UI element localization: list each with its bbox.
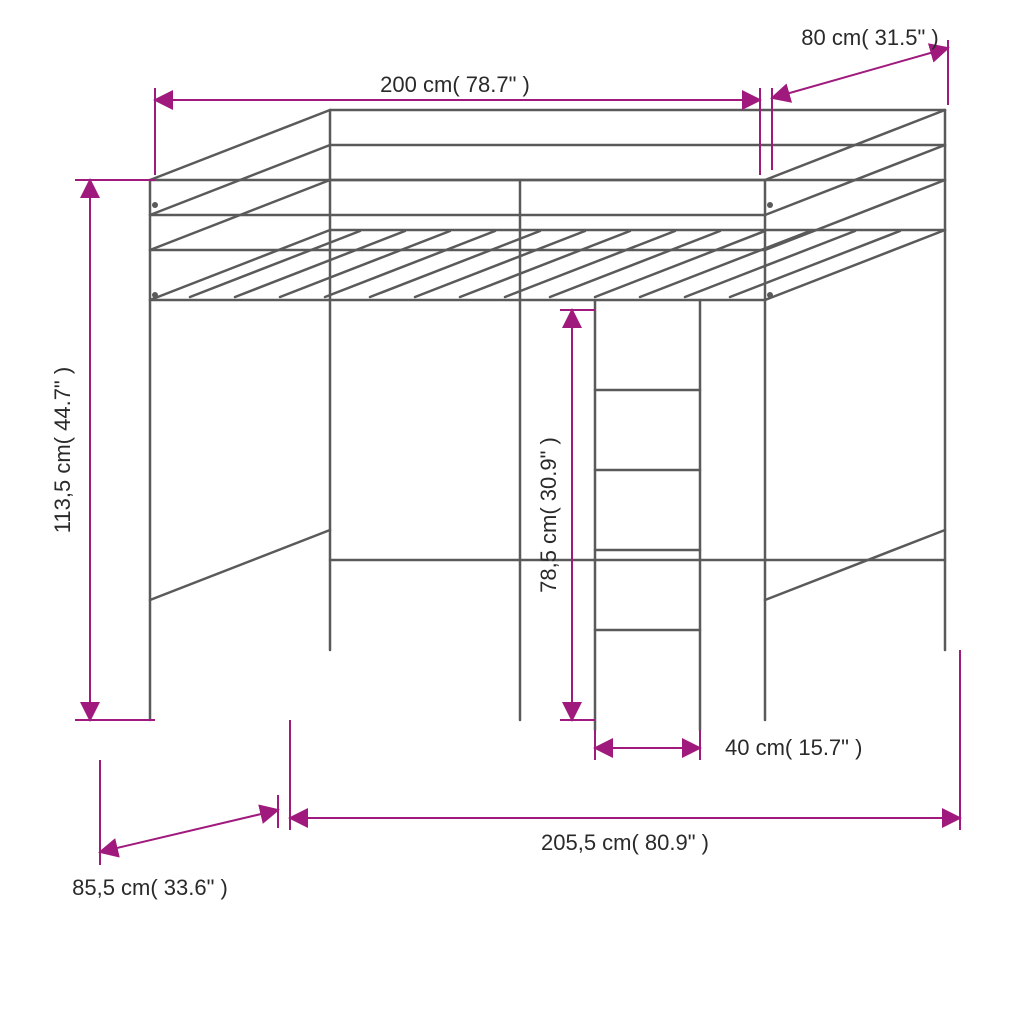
dim-overall-depth: 85,5 cm( 33.6" )	[72, 875, 228, 900]
dim-top-width: 80 cm( 31.5" )	[801, 25, 938, 50]
dim-top-length: 200 cm( 78.7" )	[380, 72, 530, 97]
dim-ladder-height: 78,5 cm( 30.9" )	[536, 437, 561, 593]
dimensional-diagram: 113,5 cm( 44.7" ) 200 cm( 78.7" ) 80 cm(…	[0, 0, 1024, 1024]
dim-total-height: 113,5 cm( 44.7" )	[50, 367, 75, 533]
dim-overall-length: 205,5 cm( 80.9" )	[541, 830, 709, 855]
dim-ladder-width: 40 cm( 15.7" )	[725, 735, 862, 760]
